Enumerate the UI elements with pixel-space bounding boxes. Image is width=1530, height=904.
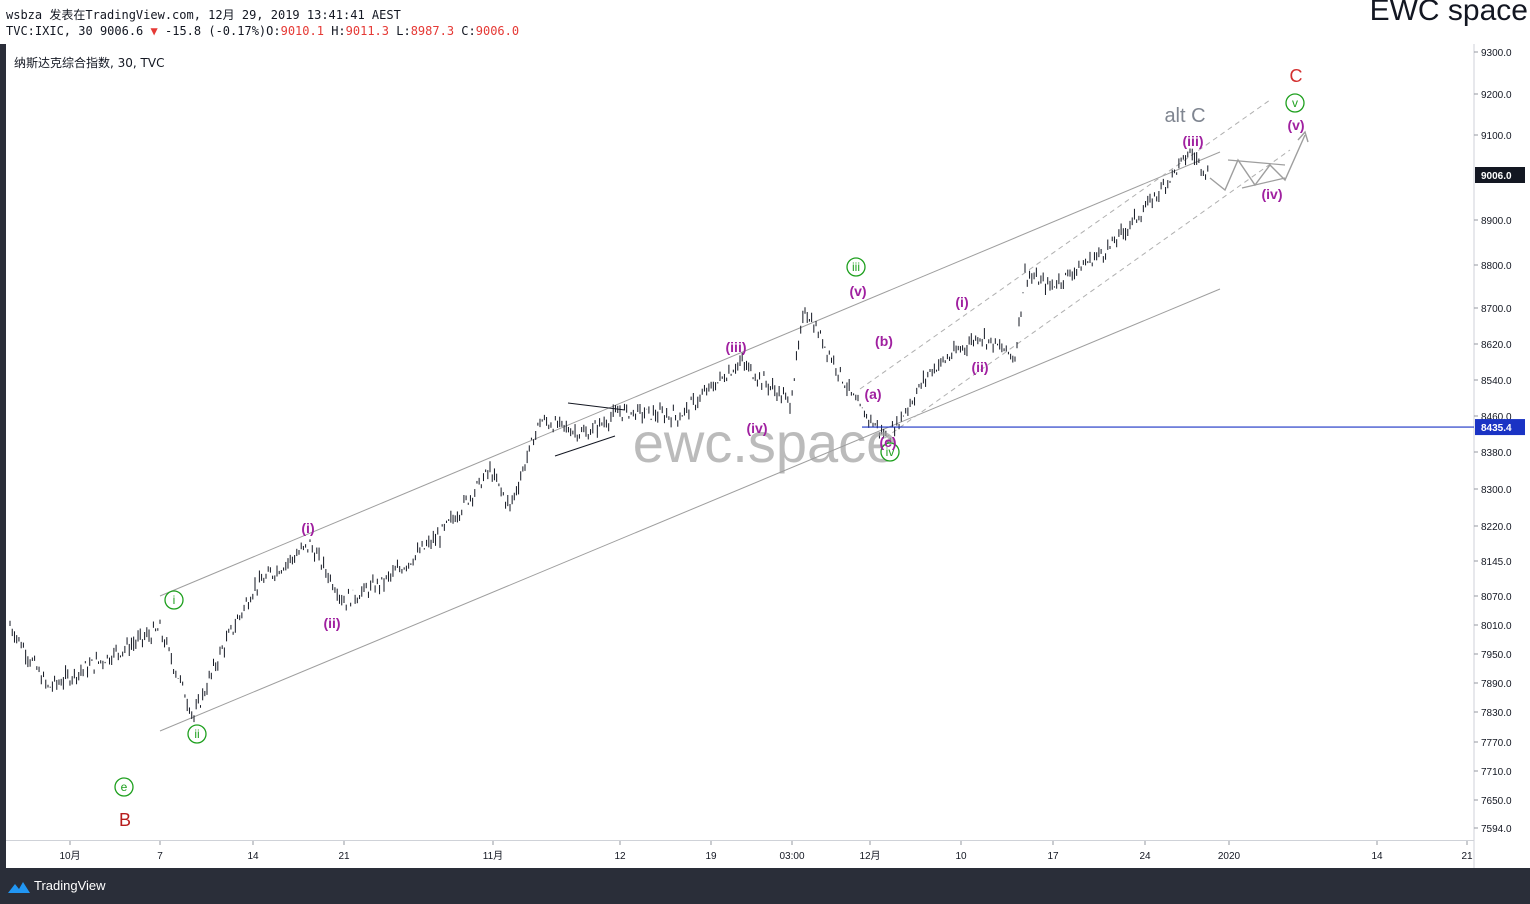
publish-date: 发表在TradingView.com, 12月 29, 2019 13:41:4… [49,8,401,22]
low-value: 8987.3 [410,24,455,38]
down-arrow-icon: ▼ [150,24,158,38]
symbol-info: TVC:IXIC, 30 [6,24,93,38]
brand-watermark: EWC space [1369,0,1528,27]
close-label: C: [461,24,476,38]
high-value: 9011.3 [345,24,390,38]
tradingview-logo-icon [8,881,30,893]
price-axis[interactable] [1474,44,1530,868]
tradingview-logo[interactable]: TradingView [8,878,106,894]
high-label: H: [331,24,346,38]
close-value: 9006.0 [475,24,520,38]
time-axis[interactable] [6,840,1474,869]
open-value: 9010.1 [280,24,324,38]
publish-info: wsbza 发表在TradingView.com, 12月 29, 2019 1… [6,6,401,23]
footer-bar: TradingView [0,868,1530,904]
ohlc-legend: TVC:IXIC, 30 9006.6 ▼ -15.8 (-0.17%)O:90… [6,24,519,38]
price-change: -15.8 (-0.17%) [165,24,267,38]
chart-header: wsbza 发表在TradingView.com, 12月 29, 2019 1… [0,0,1530,44]
open-label: O: [266,24,281,38]
low-label: L: [396,24,411,38]
chart-pane[interactable] [6,44,1474,868]
tradingview-logo-text: TradingView [34,878,106,893]
author-name[interactable]: wsbza [6,8,43,22]
last-price: 9006.6 [99,24,144,38]
symbol-title: 纳斯达克综合指数, 30, TVC [14,56,165,70]
